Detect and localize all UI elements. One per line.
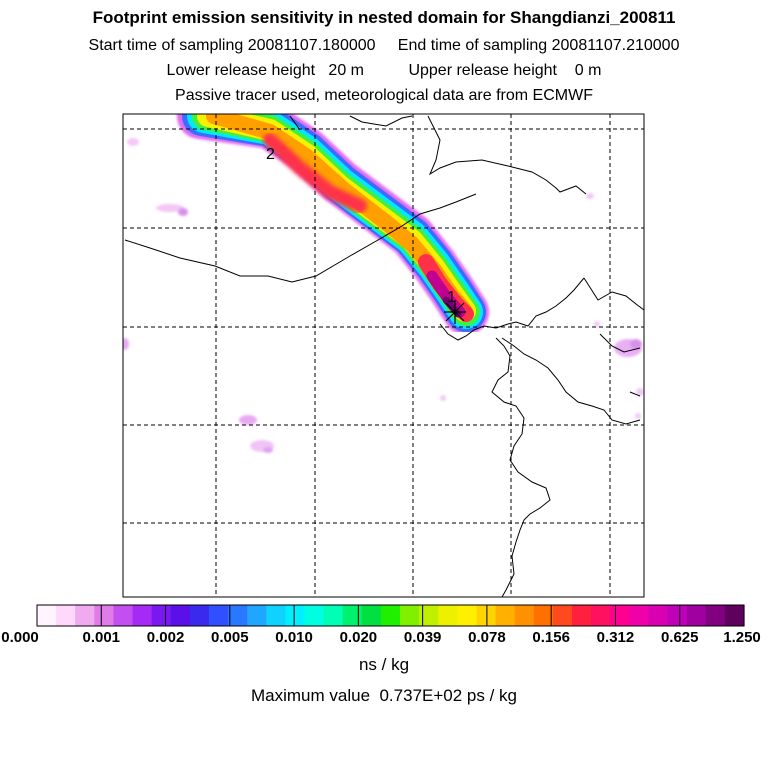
colorbar-swatch (323, 605, 344, 626)
colorbar-swatch (705, 605, 726, 626)
colorbar-swatch (56, 605, 76, 626)
colorbar-tick-label: 0.001 (82, 629, 121, 646)
colorbar-swatch (94, 605, 115, 626)
trajectory-point-label: 2 (266, 146, 275, 163)
map-frame (122, 113, 645, 598)
colorbar-swatch (419, 605, 439, 626)
colorbar-swatch (361, 605, 382, 626)
colorbar-tick-label: 0.002 (146, 629, 185, 646)
tracer-info: Passive tracer used, meteorological data… (175, 87, 593, 104)
units-label: ns / kg (358, 655, 410, 674)
colorbar-swatch (228, 605, 248, 626)
colorbar-tick-label: 0.156 (532, 629, 570, 646)
colorbar-swatch (37, 605, 57, 626)
colorbar-frame (36, 604, 745, 627)
colorbar-tick-label: 1.250 (723, 629, 761, 646)
plot-title: Footprint emission sensitivity in nested… (92, 8, 676, 27)
colorbar-swatch (75, 605, 95, 626)
colorbar-tick-label: 0.020 (339, 629, 378, 646)
colorbar-swatch (400, 605, 420, 626)
colorbar-swatch (533, 605, 554, 626)
colorbar-swatch (342, 605, 363, 626)
colorbar-swatch (113, 605, 134, 626)
colorbar-swatch (476, 605, 497, 626)
colorbar (36, 604, 745, 627)
footprint-plume (177, 114, 489, 335)
colorbar-swatch (170, 605, 191, 626)
colorbar-swatch (438, 605, 458, 626)
colorbar-swatch (724, 605, 745, 626)
colorbar-swatch (572, 605, 592, 626)
colorbar-tick-label: 0.010 (275, 629, 313, 646)
lower-release-label: Lower release height 20 m (166, 62, 364, 79)
colorbar-tick-label: 0.005 (211, 629, 249, 646)
sampling-times: Start time of sampling 20081107.180000 E… (0, 36, 768, 56)
colorbar-swatch (304, 605, 325, 626)
colorbar-swatch (151, 605, 172, 626)
colorbar-swatch (189, 605, 210, 626)
colorbar-tick-label: 0.312 (596, 629, 635, 646)
colorbar-swatch (629, 605, 650, 626)
colorbar-swatch (380, 605, 401, 626)
colorbar-swatch (285, 605, 306, 626)
colorbar-swatch (552, 605, 573, 626)
release-site-marker (444, 300, 466, 324)
coastlines (124, 115, 644, 597)
colorbar-swatch (247, 605, 267, 626)
colorbar-swatch (591, 605, 611, 626)
colorbar-swatch (457, 605, 478, 626)
colorbar-swatch (266, 605, 287, 626)
release-site-label: 1 (447, 289, 456, 306)
map-area: 1 2 (123, 114, 644, 597)
colorbar-swatch (610, 605, 630, 626)
colorbar-tick-label: 0.000 (1, 629, 39, 646)
start-time-label: Start time of sampling 20081107.180000 (88, 37, 376, 54)
colorbar-swatch (686, 605, 707, 626)
colorbar-swatch (132, 605, 153, 626)
colorbar-tick-label: 0.039 (403, 629, 442, 646)
colorbar-swatch (514, 605, 535, 626)
colorbar-swatch (208, 605, 229, 626)
colorbar-swatch (648, 605, 669, 626)
colorbar-tick-label: 0.625 (660, 629, 699, 646)
colorbar-swatch (495, 605, 516, 626)
lat-lon-grid (123, 114, 644, 597)
release-heights: Lower release height 20 m Upper release … (0, 61, 768, 81)
end-time-label: End time of sampling 20081107.210000 (397, 37, 680, 54)
colorbar-tick-label: 0.078 (468, 629, 506, 646)
colorbar-swatch (667, 605, 688, 626)
upper-release-label: Upper release height 0 m (408, 62, 602, 79)
maximum-value-label: Maximum value 0.737E+02 ps / kg (251, 686, 517, 705)
